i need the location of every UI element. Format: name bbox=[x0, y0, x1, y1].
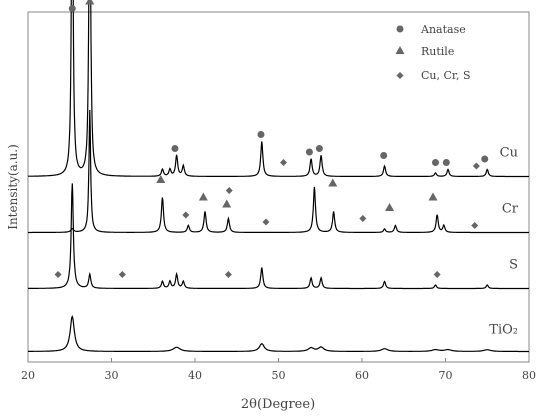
legend-anatase-marker bbox=[396, 25, 404, 33]
phase-marker-triangle-21 bbox=[428, 192, 438, 201]
x-tick-label-20: 20 bbox=[21, 369, 35, 382]
phase-marker-circle-5 bbox=[305, 148, 313, 156]
phase-marker-circle-2 bbox=[171, 145, 179, 152]
x-axis-label: 2θ(Degree) bbox=[241, 397, 315, 412]
phase-marker-diamond-4 bbox=[280, 159, 288, 166]
series-label-3: TiO₂ bbox=[489, 323, 518, 338]
phase-marker-diamond-17 bbox=[262, 218, 270, 226]
legend-dopant-marker bbox=[396, 72, 404, 79]
legend-dopant-label: Cu, Cr, S bbox=[421, 69, 471, 82]
legend-anatase-label: Anatase bbox=[420, 23, 466, 36]
phase-marker-diamond-16 bbox=[225, 187, 233, 194]
series-layer bbox=[28, 0, 529, 353]
phase-marker-triangle-14 bbox=[198, 192, 208, 201]
phase-marker-triangle-20 bbox=[385, 203, 395, 211]
phase-marker-circle-0 bbox=[68, 5, 76, 12]
legend-rutile-marker bbox=[395, 46, 405, 54]
phase-marker-circle-3 bbox=[257, 131, 265, 138]
phase-marker-diamond-24 bbox=[118, 271, 126, 278]
series-line-0 bbox=[28, 0, 529, 178]
series-line-3 bbox=[28, 315, 529, 353]
series-label-0: Cu bbox=[500, 146, 518, 161]
y-axis-label: Intensity(a.u.) bbox=[6, 144, 20, 230]
phase-marker-diamond-19 bbox=[359, 215, 367, 222]
plot-frame bbox=[27, 11, 530, 363]
phase-marker-circle-10 bbox=[481, 155, 489, 163]
x-tick-label-70: 70 bbox=[439, 369, 453, 382]
x-ticks: 20 30 40 50 60 70 80 bbox=[21, 358, 536, 382]
legend-rutile-label: Rutile bbox=[421, 45, 454, 58]
marker-layer bbox=[54, 0, 489, 278]
phase-marker-triangle-15 bbox=[222, 199, 232, 208]
phase-marker-triangle-1 bbox=[85, 0, 95, 5]
x-tick-label-40: 40 bbox=[188, 369, 202, 382]
phase-marker-diamond-13 bbox=[182, 211, 190, 219]
series-labels: Cu Cr S TiO₂ bbox=[489, 146, 518, 338]
phase-marker-triangle-12 bbox=[156, 175, 166, 183]
phase-marker-diamond-25 bbox=[224, 271, 232, 278]
phase-marker-diamond-22 bbox=[471, 222, 479, 229]
series-label-1: Cr bbox=[502, 202, 519, 217]
x-tick-label-60: 60 bbox=[355, 369, 369, 382]
phase-marker-circle-6 bbox=[315, 145, 323, 152]
phase-marker-circle-8 bbox=[431, 159, 439, 166]
series-label-2: S bbox=[509, 258, 518, 273]
series-line-1 bbox=[28, 109, 529, 234]
x-tick-label-30: 30 bbox=[105, 369, 119, 382]
legend: Anatase Rutile Cu, Cr, S bbox=[395, 23, 471, 82]
phase-marker-circle-9 bbox=[442, 159, 450, 166]
phase-marker-diamond-11 bbox=[472, 162, 480, 170]
phase-marker-diamond-23 bbox=[54, 271, 62, 278]
x-tick-label-80: 80 bbox=[522, 369, 536, 382]
phase-marker-diamond-26 bbox=[433, 271, 441, 278]
series-line-2 bbox=[28, 183, 529, 290]
phase-marker-circle-7 bbox=[380, 152, 388, 159]
phase-marker-triangle-18 bbox=[328, 178, 338, 187]
x-tick-label-50: 50 bbox=[272, 369, 286, 382]
